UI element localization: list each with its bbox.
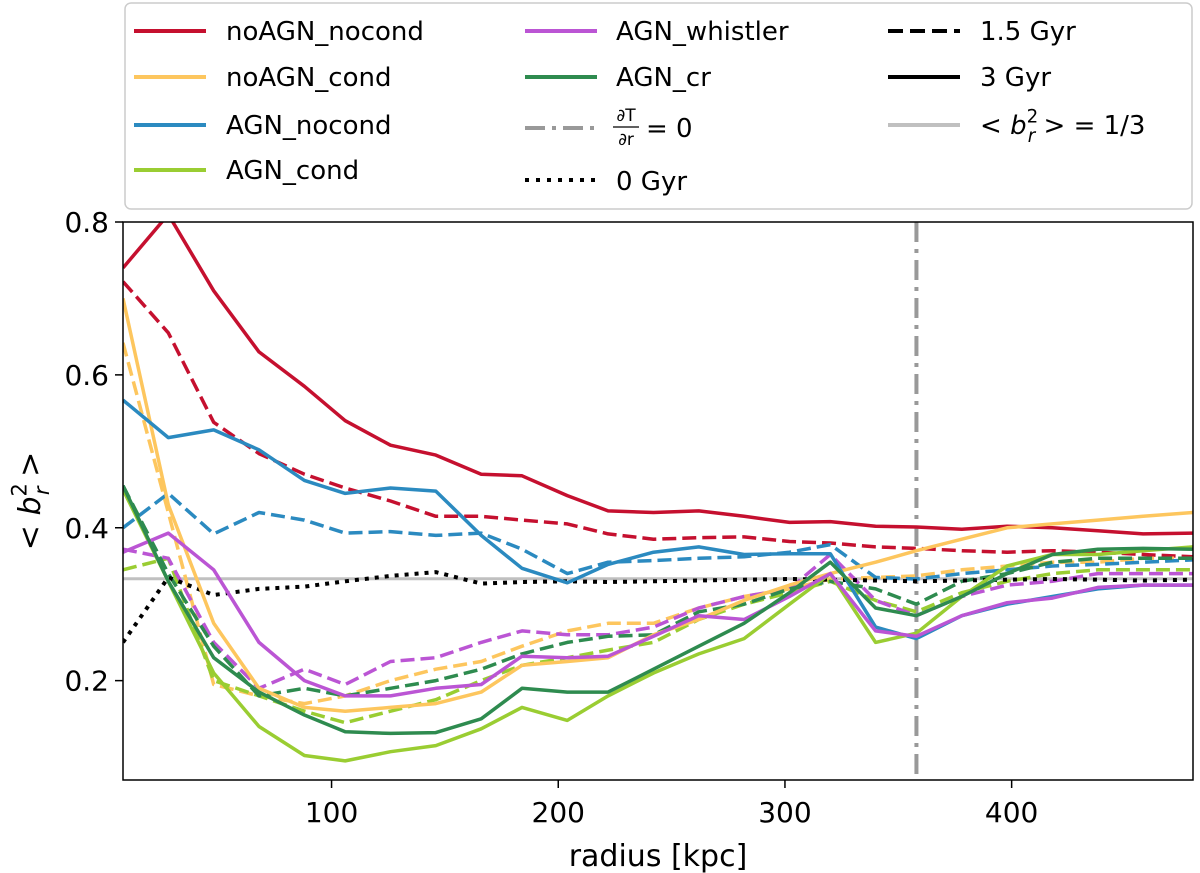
- legend-label-one-third-rest: = 1/3: [1074, 111, 1146, 141]
- x-tick-label-300: 300: [758, 796, 811, 829]
- y-tick-label-0-2: 0.2: [64, 665, 109, 698]
- y-axis-label-base: b: [13, 496, 48, 515]
- series-0gyr: [123, 570, 1193, 644]
- legend-box: [124, 2, 1193, 210]
- plot-frame: [122, 221, 1194, 781]
- y-axis-label-sub: r: [30, 485, 54, 495]
- legend-label-3gyr: 3 Gyr: [980, 63, 1051, 93]
- series-noagn-cond-3gyr: [123, 298, 1193, 713]
- x-tick-label-200: 200: [532, 796, 585, 829]
- series-agn-whistler-3gyr: [123, 531, 1193, 698]
- x-tick-label-100: 100: [305, 796, 358, 829]
- y-axis-label-open: <: [13, 516, 48, 551]
- series-noagn-nocond-3gyr: [123, 222, 1193, 536]
- legend-label-1-5gyr: 1.5 Gyr: [980, 17, 1076, 47]
- legend-label-noagn-cond: noAGN_cond: [226, 63, 392, 93]
- y-tick-label-0-8: 0.8: [64, 206, 109, 239]
- legend-label-one-third-open: <: [980, 111, 1010, 141]
- legend-label-noagn-nocond: noAGN_nocond: [226, 17, 424, 47]
- legend-label-one-third-sub: r: [1028, 126, 1037, 147]
- legend-label-one-third: < b2 r > = 1/3: [980, 106, 1145, 147]
- legend-label-agn-whistler: AGN_whistler: [616, 17, 789, 47]
- y-axis-label-sup: 2: [8, 483, 32, 496]
- legend-label-agn-cr: AGN_cr: [616, 63, 711, 93]
- series-agn-cond-3gyr: [123, 488, 1193, 763]
- series-agn-cr-3gyr: [123, 484, 1193, 736]
- legend-label-agn-nocond: AGN_nocond: [226, 111, 392, 141]
- x-tick-label-400: 400: [985, 796, 1038, 829]
- y-tick-label-0-4: 0.4: [64, 512, 109, 545]
- legend-dtdr-num: ∂T: [616, 106, 636, 126]
- plot-area: [123, 222, 1193, 780]
- series-noagn-nocond-1-5gyr: [123, 280, 1193, 559]
- legend-dtdr-den: ∂r: [618, 130, 634, 150]
- legend-label-one-third-close: >: [1035, 111, 1073, 141]
- y-tick-label-0-6: 0.6: [64, 359, 109, 392]
- series-agn-cond-1-5gyr: [123, 556, 1193, 725]
- legend: noAGN_nocond noAGN_cond AGN_nocond AGN_cond…: [124, 2, 1193, 210]
- series-agn-nocond-1-5gyr: [123, 491, 1193, 581]
- legend-dtdr-rest: = 0: [646, 114, 693, 144]
- y-axis-label-close: >: [13, 452, 48, 487]
- legend-label-0gyr: 0 Gyr: [616, 167, 687, 197]
- legend-label-one-third-base: b: [1010, 111, 1027, 141]
- legend-label-agn-cond: AGN_cond: [226, 156, 359, 186]
- legend-label-one-third-sup: 2: [1027, 106, 1039, 127]
- series-agn-nocond-3gyr: [123, 398, 1193, 641]
- y-axis-label: < b2r >: [8, 452, 55, 550]
- x-axis-label: radius [kpc]: [569, 839, 748, 873]
- series-noagn-cond-1-5gyr: [123, 342, 1193, 706]
- axes: 100 200 300 400 0.2 0.4 0.6 0.8 radius [kpc] < b2…: [8, 206, 1194, 873]
- series-lines: [123, 222, 1193, 780]
